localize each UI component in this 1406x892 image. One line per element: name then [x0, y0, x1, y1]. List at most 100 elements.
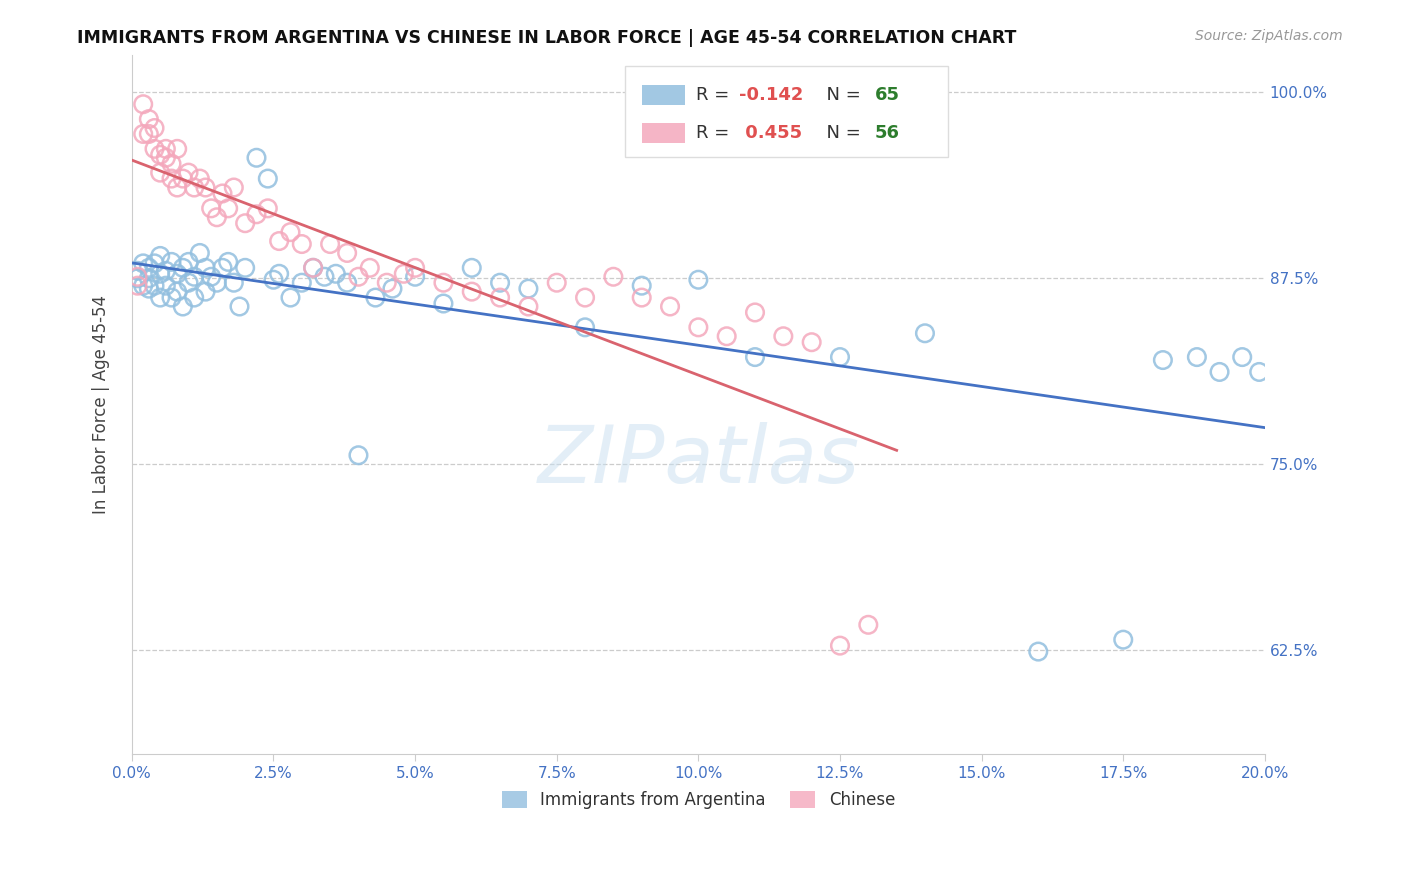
Point	[194, 260, 217, 275]
Point	[375, 276, 398, 290]
Point	[205, 276, 228, 290]
Point	[211, 186, 233, 201]
Point	[263, 273, 285, 287]
Point	[432, 276, 454, 290]
Point	[744, 350, 766, 364]
Point	[194, 180, 217, 194]
Point	[138, 127, 160, 141]
Point	[574, 320, 596, 334]
Point	[217, 202, 239, 216]
Point	[143, 278, 166, 293]
Point	[828, 639, 851, 653]
Point	[127, 278, 149, 293]
Point	[364, 291, 387, 305]
Point	[359, 260, 381, 275]
Point	[143, 142, 166, 156]
FancyBboxPatch shape	[641, 86, 685, 104]
Point	[183, 269, 205, 284]
Point	[280, 225, 302, 239]
Point	[914, 326, 936, 341]
Point	[211, 260, 233, 275]
Point	[177, 166, 200, 180]
Point	[233, 216, 256, 230]
Y-axis label: In Labor Force | Age 45-54: In Labor Force | Age 45-54	[93, 295, 110, 514]
Point	[228, 300, 250, 314]
Point	[166, 267, 188, 281]
Point	[1026, 644, 1049, 658]
Point	[132, 97, 155, 112]
Point	[149, 166, 172, 180]
Text: N =: N =	[815, 86, 866, 104]
Point	[160, 255, 183, 269]
Point	[280, 291, 302, 305]
Point	[574, 291, 596, 305]
Point	[744, 305, 766, 319]
Point	[188, 171, 211, 186]
Point	[222, 180, 245, 194]
Text: 56: 56	[875, 124, 900, 142]
Point	[149, 148, 172, 162]
Point	[1208, 365, 1230, 379]
Point	[183, 180, 205, 194]
Point	[461, 260, 484, 275]
Point	[800, 335, 823, 350]
Point	[1185, 350, 1208, 364]
Point	[302, 260, 325, 275]
Point	[256, 171, 278, 186]
Point	[688, 320, 710, 334]
Point	[222, 276, 245, 290]
Point	[432, 296, 454, 310]
Point	[172, 171, 194, 186]
Point	[772, 329, 794, 343]
Point	[392, 267, 415, 281]
Point	[138, 282, 160, 296]
Point	[166, 285, 188, 299]
Point	[347, 269, 370, 284]
Text: N =: N =	[815, 124, 866, 142]
Point	[489, 291, 512, 305]
Text: IMMIGRANTS FROM ARGENTINA VS CHINESE IN LABOR FORCE | AGE 45-54 CORRELATION CHAR: IMMIGRANTS FROM ARGENTINA VS CHINESE IN …	[77, 29, 1017, 46]
Point	[461, 285, 484, 299]
Point	[1232, 350, 1254, 364]
Point	[269, 234, 291, 248]
Point	[127, 271, 149, 285]
Point	[138, 112, 160, 127]
Point	[404, 269, 426, 284]
Point	[1112, 632, 1135, 647]
Text: Source: ZipAtlas.com: Source: ZipAtlas.com	[1195, 29, 1343, 43]
Point	[336, 246, 359, 260]
Point	[233, 260, 256, 275]
Point	[183, 291, 205, 305]
Point	[319, 237, 342, 252]
Point	[138, 260, 160, 275]
Point	[132, 278, 155, 293]
Text: 65: 65	[875, 86, 900, 104]
Point	[149, 291, 172, 305]
Point	[160, 157, 183, 171]
Point	[177, 255, 200, 269]
Point	[166, 180, 188, 194]
Point	[200, 202, 222, 216]
Point	[172, 300, 194, 314]
Text: R =: R =	[696, 86, 735, 104]
Text: R =: R =	[696, 124, 735, 142]
Point	[149, 249, 172, 263]
Point	[336, 276, 359, 290]
Point	[127, 264, 149, 278]
Point	[404, 260, 426, 275]
Point	[205, 211, 228, 225]
Point	[200, 269, 222, 284]
Point	[245, 151, 267, 165]
Point	[269, 267, 291, 281]
Point	[291, 237, 314, 252]
Text: ZIPatlas: ZIPatlas	[537, 422, 859, 500]
Text: 0.455: 0.455	[740, 124, 803, 142]
FancyBboxPatch shape	[641, 123, 685, 143]
Point	[489, 276, 512, 290]
Text: -0.142: -0.142	[740, 86, 803, 104]
Point	[127, 269, 149, 284]
Point	[347, 448, 370, 462]
Point	[828, 350, 851, 364]
Point	[155, 278, 177, 293]
Point	[630, 278, 652, 293]
